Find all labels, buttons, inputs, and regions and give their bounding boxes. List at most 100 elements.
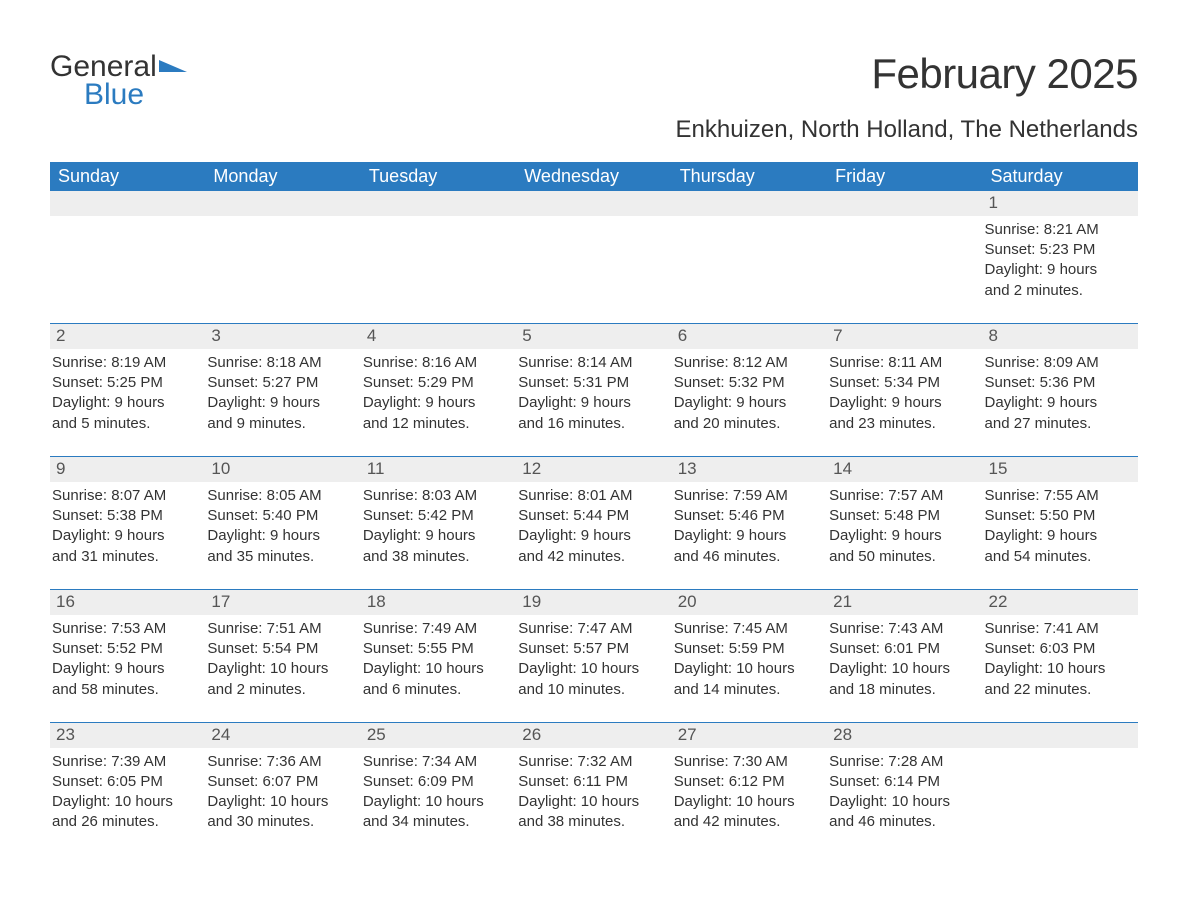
day-sunrise: Sunrise: 8:07 AM <box>52 486 201 506</box>
day-sunrise: Sunrise: 7:39 AM <box>52 752 201 772</box>
day-daylight2: and 42 minutes. <box>674 812 823 832</box>
day-sunrise: Sunrise: 7:59 AM <box>674 486 823 506</box>
day-number: 17 <box>205 590 360 615</box>
day-daylight2: and 26 minutes. <box>52 812 201 832</box>
day-daylight2: and 30 minutes. <box>207 812 356 832</box>
day-sunrise: Sunrise: 7:53 AM <box>52 619 201 639</box>
day-sunset: Sunset: 5:50 PM <box>985 506 1134 526</box>
day-details: Sunrise: 7:59 AMSunset: 5:46 PMDaylight:… <box>672 482 827 567</box>
day-sunrise: Sunrise: 7:41 AM <box>985 619 1134 639</box>
day-number: 9 <box>50 457 205 482</box>
day-sunrise: Sunrise: 7:47 AM <box>518 619 667 639</box>
day-number: 2 <box>50 324 205 349</box>
day-sunset: Sunset: 5:34 PM <box>829 373 978 393</box>
day-sunset: Sunset: 6:03 PM <box>985 639 1134 659</box>
day-daylight1: Daylight: 10 hours <box>52 792 201 812</box>
day-sunrise: Sunrise: 8:14 AM <box>518 353 667 373</box>
day-daylight1: Daylight: 9 hours <box>207 526 356 546</box>
day-number: 18 <box>361 590 516 615</box>
day-number: 26 <box>516 723 671 748</box>
day-sunset: Sunset: 5:25 PM <box>52 373 201 393</box>
day-sunrise: Sunrise: 7:45 AM <box>674 619 823 639</box>
day-number: 28 <box>827 723 982 748</box>
calendar-day: 10Sunrise: 8:05 AMSunset: 5:40 PMDayligh… <box>205 457 360 567</box>
day-daylight2: and 46 minutes. <box>829 812 978 832</box>
day-daylight2: and 5 minutes. <box>52 414 201 434</box>
day-number: 4 <box>361 324 516 349</box>
day-sunset: Sunset: 5:52 PM <box>52 639 201 659</box>
day-sunset: Sunset: 5:42 PM <box>363 506 512 526</box>
day-sunrise: Sunrise: 7:51 AM <box>207 619 356 639</box>
day-number: 10 <box>205 457 360 482</box>
day-number: 19 <box>516 590 671 615</box>
location-text: Enkhuizen, North Holland, The Netherland… <box>676 116 1139 144</box>
day-number <box>516 191 671 216</box>
day-sunrise: Sunrise: 8:16 AM <box>363 353 512 373</box>
day-number: 23 <box>50 723 205 748</box>
day-daylight1: Daylight: 9 hours <box>207 393 356 413</box>
day-number <box>672 191 827 216</box>
day-sunrise: Sunrise: 7:49 AM <box>363 619 512 639</box>
day-details: Sunrise: 7:51 AMSunset: 5:54 PMDaylight:… <box>205 615 360 700</box>
calendar-day: 12Sunrise: 8:01 AMSunset: 5:44 PMDayligh… <box>516 457 671 567</box>
day-sunset: Sunset: 6:12 PM <box>674 772 823 792</box>
day-sunset: Sunset: 5:40 PM <box>207 506 356 526</box>
day-details: Sunrise: 8:11 AMSunset: 5:34 PMDaylight:… <box>827 349 982 434</box>
day-header: Saturday <box>983 162 1138 191</box>
day-daylight2: and 35 minutes. <box>207 547 356 567</box>
calendar-day: 11Sunrise: 8:03 AMSunset: 5:42 PMDayligh… <box>361 457 516 567</box>
day-sunset: Sunset: 5:36 PM <box>985 373 1134 393</box>
day-number: 16 <box>50 590 205 615</box>
calendar-day: 20Sunrise: 7:45 AMSunset: 5:59 PMDayligh… <box>672 590 827 700</box>
day-number <box>361 191 516 216</box>
day-details: Sunrise: 7:43 AMSunset: 6:01 PMDaylight:… <box>827 615 982 700</box>
calendar-day: 14Sunrise: 7:57 AMSunset: 5:48 PMDayligh… <box>827 457 982 567</box>
day-number: 15 <box>983 457 1138 482</box>
day-sunrise: Sunrise: 8:21 AM <box>985 220 1134 240</box>
day-sunset: Sunset: 5:44 PM <box>518 506 667 526</box>
day-daylight1: Daylight: 9 hours <box>985 393 1134 413</box>
title-block: February 2025 Enkhuizen, North Holland, … <box>676 50 1139 154</box>
header: General Blue February 2025 Enkhuizen, No… <box>50 50 1138 154</box>
calendar-day <box>516 191 671 301</box>
day-daylight1: Daylight: 10 hours <box>207 792 356 812</box>
calendar-day: 15Sunrise: 7:55 AMSunset: 5:50 PMDayligh… <box>983 457 1138 567</box>
day-sunset: Sunset: 5:27 PM <box>207 373 356 393</box>
day-details: Sunrise: 8:05 AMSunset: 5:40 PMDaylight:… <box>205 482 360 567</box>
day-daylight2: and 2 minutes. <box>985 281 1134 301</box>
day-sunset: Sunset: 6:07 PM <box>207 772 356 792</box>
day-daylight1: Daylight: 10 hours <box>829 792 978 812</box>
calendar-day: 21Sunrise: 7:43 AMSunset: 6:01 PMDayligh… <box>827 590 982 700</box>
day-number: 24 <box>205 723 360 748</box>
calendar-day: 2Sunrise: 8:19 AMSunset: 5:25 PMDaylight… <box>50 324 205 434</box>
day-details: Sunrise: 8:16 AMSunset: 5:29 PMDaylight:… <box>361 349 516 434</box>
day-header-row: Sunday Monday Tuesday Wednesday Thursday… <box>50 162 1138 191</box>
calendar-week: 16Sunrise: 7:53 AMSunset: 5:52 PMDayligh… <box>50 589 1138 700</box>
day-header: Friday <box>827 162 982 191</box>
day-number: 8 <box>983 324 1138 349</box>
day-sunrise: Sunrise: 7:34 AM <box>363 752 512 772</box>
day-sunrise: Sunrise: 8:12 AM <box>674 353 823 373</box>
day-sunrise: Sunrise: 7:30 AM <box>674 752 823 772</box>
day-number: 6 <box>672 324 827 349</box>
calendar-day: 6Sunrise: 8:12 AMSunset: 5:32 PMDaylight… <box>672 324 827 434</box>
day-daylight1: Daylight: 10 hours <box>363 792 512 812</box>
day-details: Sunrise: 8:21 AMSunset: 5:23 PMDaylight:… <box>983 216 1138 301</box>
calendar-day: 3Sunrise: 8:18 AMSunset: 5:27 PMDaylight… <box>205 324 360 434</box>
day-details: Sunrise: 7:47 AMSunset: 5:57 PMDaylight:… <box>516 615 671 700</box>
day-number <box>50 191 205 216</box>
day-sunrise: Sunrise: 8:03 AM <box>363 486 512 506</box>
day-details: Sunrise: 8:07 AMSunset: 5:38 PMDaylight:… <box>50 482 205 567</box>
day-header: Thursday <box>672 162 827 191</box>
day-sunset: Sunset: 5:54 PM <box>207 639 356 659</box>
day-sunset: Sunset: 6:09 PM <box>363 772 512 792</box>
day-sunset: Sunset: 5:57 PM <box>518 639 667 659</box>
day-daylight1: Daylight: 9 hours <box>518 393 667 413</box>
day-details: Sunrise: 7:53 AMSunset: 5:52 PMDaylight:… <box>50 615 205 700</box>
day-details: Sunrise: 7:34 AMSunset: 6:09 PMDaylight:… <box>361 748 516 833</box>
day-sunset: Sunset: 6:01 PM <box>829 639 978 659</box>
day-details: Sunrise: 8:03 AMSunset: 5:42 PMDaylight:… <box>361 482 516 567</box>
calendar-day <box>205 191 360 301</box>
day-sunset: Sunset: 6:14 PM <box>829 772 978 792</box>
day-sunset: Sunset: 5:32 PM <box>674 373 823 393</box>
